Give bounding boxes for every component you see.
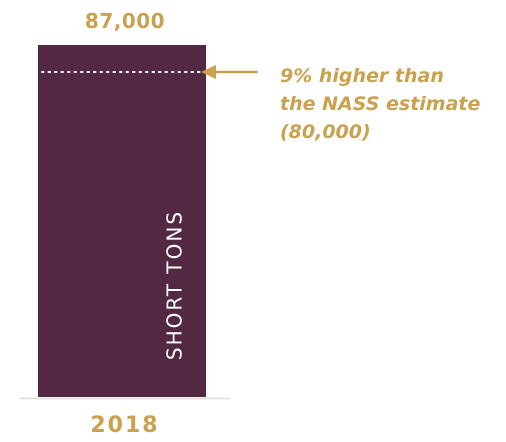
bar-2018 bbox=[38, 45, 206, 397]
bar-value-label: 87,000 bbox=[85, 9, 165, 33]
category-label: 2018 bbox=[90, 413, 159, 438]
annotation-line-3: (80,000) bbox=[280, 121, 371, 143]
annotation-text: 9% higher than the NASS estimate (80,000… bbox=[280, 65, 487, 143]
annotation-arrow bbox=[201, 65, 258, 79]
annotation-line-2: the NASS estimate bbox=[280, 93, 481, 115]
annotation-line-1: 9% higher than bbox=[280, 65, 444, 87]
unit-label: SHORT TONS bbox=[163, 210, 187, 360]
